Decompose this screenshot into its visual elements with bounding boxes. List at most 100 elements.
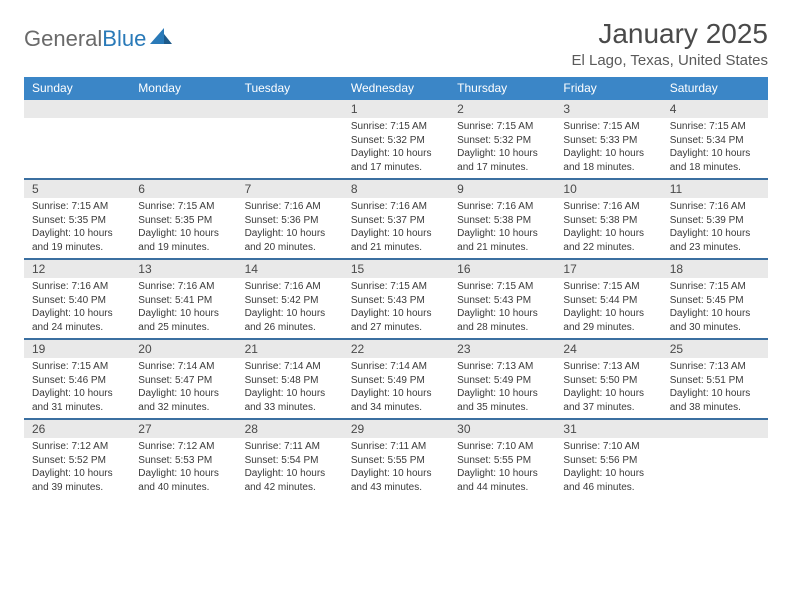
day-number: 14 xyxy=(237,260,343,278)
day-detail: Sunrise: 7:13 AMSunset: 5:51 PMDaylight:… xyxy=(662,358,768,418)
day-detail: Sunrise: 7:15 AMSunset: 5:34 PMDaylight:… xyxy=(662,118,768,178)
day-cell: 18Sunrise: 7:15 AMSunset: 5:45 PMDayligh… xyxy=(662,260,768,338)
day-number: 2 xyxy=(449,100,555,118)
day-detail: Sunrise: 7:15 AMSunset: 5:33 PMDaylight:… xyxy=(555,118,661,178)
week-row: 19Sunrise: 7:15 AMSunset: 5:46 PMDayligh… xyxy=(24,340,768,420)
day-detail: Sunrise: 7:16 AMSunset: 5:41 PMDaylight:… xyxy=(130,278,236,338)
header: GeneralBlue January 2025 El Lago, Texas,… xyxy=(24,18,768,69)
day-cell: 30Sunrise: 7:10 AMSunset: 5:55 PMDayligh… xyxy=(449,420,555,498)
day-cell: 3Sunrise: 7:15 AMSunset: 5:33 PMDaylight… xyxy=(555,100,661,178)
day-detail: Sunrise: 7:15 AMSunset: 5:45 PMDaylight:… xyxy=(662,278,768,338)
day-cell: 9Sunrise: 7:16 AMSunset: 5:38 PMDaylight… xyxy=(449,180,555,258)
day-number: 4 xyxy=(662,100,768,118)
day-detail: Sunrise: 7:15 AMSunset: 5:43 PMDaylight:… xyxy=(343,278,449,338)
day-cell: 21Sunrise: 7:14 AMSunset: 5:48 PMDayligh… xyxy=(237,340,343,418)
day-number: 16 xyxy=(449,260,555,278)
day-cell: 19Sunrise: 7:15 AMSunset: 5:46 PMDayligh… xyxy=(24,340,130,418)
title-block: January 2025 El Lago, Texas, United Stat… xyxy=(571,18,768,69)
day-detail: Sunrise: 7:16 AMSunset: 5:40 PMDaylight:… xyxy=(24,278,130,338)
day-detail: Sunrise: 7:16 AMSunset: 5:36 PMDaylight:… xyxy=(237,198,343,258)
day-of-week-cell: Tuesday xyxy=(237,77,343,100)
week-row: 26Sunrise: 7:12 AMSunset: 5:52 PMDayligh… xyxy=(24,420,768,498)
day-cell: 22Sunrise: 7:14 AMSunset: 5:49 PMDayligh… xyxy=(343,340,449,418)
day-cell xyxy=(130,100,236,178)
location-text: El Lago, Texas, United States xyxy=(571,52,768,69)
day-cell: 6Sunrise: 7:15 AMSunset: 5:35 PMDaylight… xyxy=(130,180,236,258)
day-cell: 12Sunrise: 7:16 AMSunset: 5:40 PMDayligh… xyxy=(24,260,130,338)
day-number: 15 xyxy=(343,260,449,278)
day-detail: Sunrise: 7:16 AMSunset: 5:38 PMDaylight:… xyxy=(449,198,555,258)
day-cell: 5Sunrise: 7:15 AMSunset: 5:35 PMDaylight… xyxy=(24,180,130,258)
day-of-week-cell: Wednesday xyxy=(343,77,449,100)
day-cell: 27Sunrise: 7:12 AMSunset: 5:53 PMDayligh… xyxy=(130,420,236,498)
day-number: 11 xyxy=(662,180,768,198)
day-detail: Sunrise: 7:15 AMSunset: 5:44 PMDaylight:… xyxy=(555,278,661,338)
day-cell: 31Sunrise: 7:10 AMSunset: 5:56 PMDayligh… xyxy=(555,420,661,498)
day-detail: Sunrise: 7:16 AMSunset: 5:38 PMDaylight:… xyxy=(555,198,661,258)
day-number: 5 xyxy=(24,180,130,198)
day-cell xyxy=(24,100,130,178)
day-of-week-cell: Thursday xyxy=(449,77,555,100)
day-number: 25 xyxy=(662,340,768,358)
day-detail: Sunrise: 7:14 AMSunset: 5:49 PMDaylight:… xyxy=(343,358,449,418)
day-number: 22 xyxy=(343,340,449,358)
day-number: 10 xyxy=(555,180,661,198)
day-number: 29 xyxy=(343,420,449,438)
day-cell: 25Sunrise: 7:13 AMSunset: 5:51 PMDayligh… xyxy=(662,340,768,418)
day-number: 31 xyxy=(555,420,661,438)
logo-word-2: Blue xyxy=(102,26,146,51)
day-detail: Sunrise: 7:13 AMSunset: 5:49 PMDaylight:… xyxy=(449,358,555,418)
day-detail: Sunrise: 7:16 AMSunset: 5:39 PMDaylight:… xyxy=(662,198,768,258)
day-number: 17 xyxy=(555,260,661,278)
empty-day-bar xyxy=(130,100,236,118)
day-number: 7 xyxy=(237,180,343,198)
day-number: 28 xyxy=(237,420,343,438)
day-cell: 10Sunrise: 7:16 AMSunset: 5:38 PMDayligh… xyxy=(555,180,661,258)
logo-word-1: General xyxy=(24,26,102,51)
day-of-week-cell: Monday xyxy=(130,77,236,100)
day-cell: 29Sunrise: 7:11 AMSunset: 5:55 PMDayligh… xyxy=(343,420,449,498)
day-number: 18 xyxy=(662,260,768,278)
calendar-grid: SundayMondayTuesdayWednesdayThursdayFrid… xyxy=(24,77,768,498)
day-detail: Sunrise: 7:10 AMSunset: 5:55 PMDaylight:… xyxy=(449,438,555,498)
day-detail: Sunrise: 7:11 AMSunset: 5:54 PMDaylight:… xyxy=(237,438,343,498)
day-cell: 8Sunrise: 7:16 AMSunset: 5:37 PMDaylight… xyxy=(343,180,449,258)
day-number: 3 xyxy=(555,100,661,118)
day-detail: Sunrise: 7:16 AMSunset: 5:37 PMDaylight:… xyxy=(343,198,449,258)
day-cell: 20Sunrise: 7:14 AMSunset: 5:47 PMDayligh… xyxy=(130,340,236,418)
day-of-week-cell: Friday xyxy=(555,77,661,100)
empty-day-bar xyxy=(24,100,130,118)
day-number: 8 xyxy=(343,180,449,198)
day-detail: Sunrise: 7:10 AMSunset: 5:56 PMDaylight:… xyxy=(555,438,661,498)
day-detail: Sunrise: 7:14 AMSunset: 5:47 PMDaylight:… xyxy=(130,358,236,418)
weeks-container: 1Sunrise: 7:15 AMSunset: 5:32 PMDaylight… xyxy=(24,100,768,498)
day-detail: Sunrise: 7:15 AMSunset: 5:35 PMDaylight:… xyxy=(130,198,236,258)
day-number: 6 xyxy=(130,180,236,198)
day-cell: 1Sunrise: 7:15 AMSunset: 5:32 PMDaylight… xyxy=(343,100,449,178)
empty-day-bar xyxy=(237,100,343,118)
empty-day-bar xyxy=(662,420,768,438)
day-number: 26 xyxy=(24,420,130,438)
day-number: 30 xyxy=(449,420,555,438)
day-cell: 15Sunrise: 7:15 AMSunset: 5:43 PMDayligh… xyxy=(343,260,449,338)
month-title: January 2025 xyxy=(571,18,768,50)
day-number: 27 xyxy=(130,420,236,438)
day-detail: Sunrise: 7:16 AMSunset: 5:42 PMDaylight:… xyxy=(237,278,343,338)
day-number: 12 xyxy=(24,260,130,278)
logo-text: GeneralBlue xyxy=(24,26,146,52)
day-cell xyxy=(662,420,768,498)
week-row: 1Sunrise: 7:15 AMSunset: 5:32 PMDaylight… xyxy=(24,100,768,180)
day-cell: 24Sunrise: 7:13 AMSunset: 5:50 PMDayligh… xyxy=(555,340,661,418)
day-detail: Sunrise: 7:14 AMSunset: 5:48 PMDaylight:… xyxy=(237,358,343,418)
day-of-week-header: SundayMondayTuesdayWednesdayThursdayFrid… xyxy=(24,77,768,100)
day-detail: Sunrise: 7:15 AMSunset: 5:32 PMDaylight:… xyxy=(343,118,449,178)
week-row: 12Sunrise: 7:16 AMSunset: 5:40 PMDayligh… xyxy=(24,260,768,340)
day-detail: Sunrise: 7:15 AMSunset: 5:32 PMDaylight:… xyxy=(449,118,555,178)
day-detail: Sunrise: 7:12 AMSunset: 5:53 PMDaylight:… xyxy=(130,438,236,498)
day-cell: 2Sunrise: 7:15 AMSunset: 5:32 PMDaylight… xyxy=(449,100,555,178)
day-number: 9 xyxy=(449,180,555,198)
day-detail: Sunrise: 7:12 AMSunset: 5:52 PMDaylight:… xyxy=(24,438,130,498)
day-detail: Sunrise: 7:13 AMSunset: 5:50 PMDaylight:… xyxy=(555,358,661,418)
logo: GeneralBlue xyxy=(24,26,174,52)
day-detail: Sunrise: 7:15 AMSunset: 5:46 PMDaylight:… xyxy=(24,358,130,418)
